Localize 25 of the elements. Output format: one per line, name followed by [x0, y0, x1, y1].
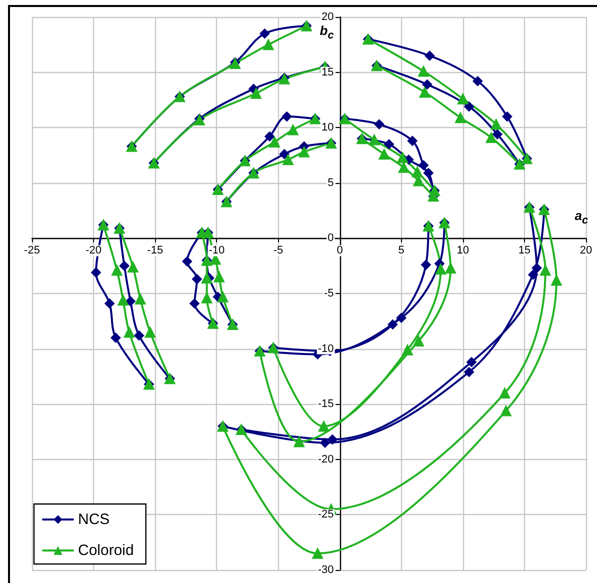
y-tick-label: -15	[318, 398, 334, 410]
x-tick-label: -20	[86, 244, 102, 257]
y-tick-label: -5	[324, 288, 334, 300]
y-tick-label: -10	[318, 342, 334, 355]
legend-label: Coloroid	[78, 542, 134, 559]
y-tick-label: 10	[322, 122, 334, 134]
x-tick-label: -15	[147, 244, 164, 257]
y-tick-label: 20	[322, 11, 334, 23]
y-tick-label: -20	[318, 453, 334, 466]
y-tick-label: 5	[328, 176, 334, 189]
legend-label: NCS	[78, 511, 110, 528]
x-tick-label: 0	[336, 244, 343, 257]
x-tick-label: -10	[208, 244, 225, 257]
x-axis-title: a$_{c}$	[574, 208, 588, 229]
x-tick-label: -5	[273, 244, 284, 257]
y-tick-label: -30	[318, 564, 334, 576]
x-tick-label: 10	[456, 244, 470, 257]
x-tick-label: -25	[24, 244, 40, 257]
x-tick-label: 20	[580, 244, 592, 257]
y-axis-title: b$_{c}$	[320, 23, 334, 44]
y-tick-label: 0	[328, 232, 334, 244]
x-tick-label: 5	[398, 244, 404, 257]
y-tick-label: -25	[318, 508, 334, 521]
x-tick-label: 15	[518, 244, 531, 257]
y-tick-label: 15	[322, 66, 334, 78]
